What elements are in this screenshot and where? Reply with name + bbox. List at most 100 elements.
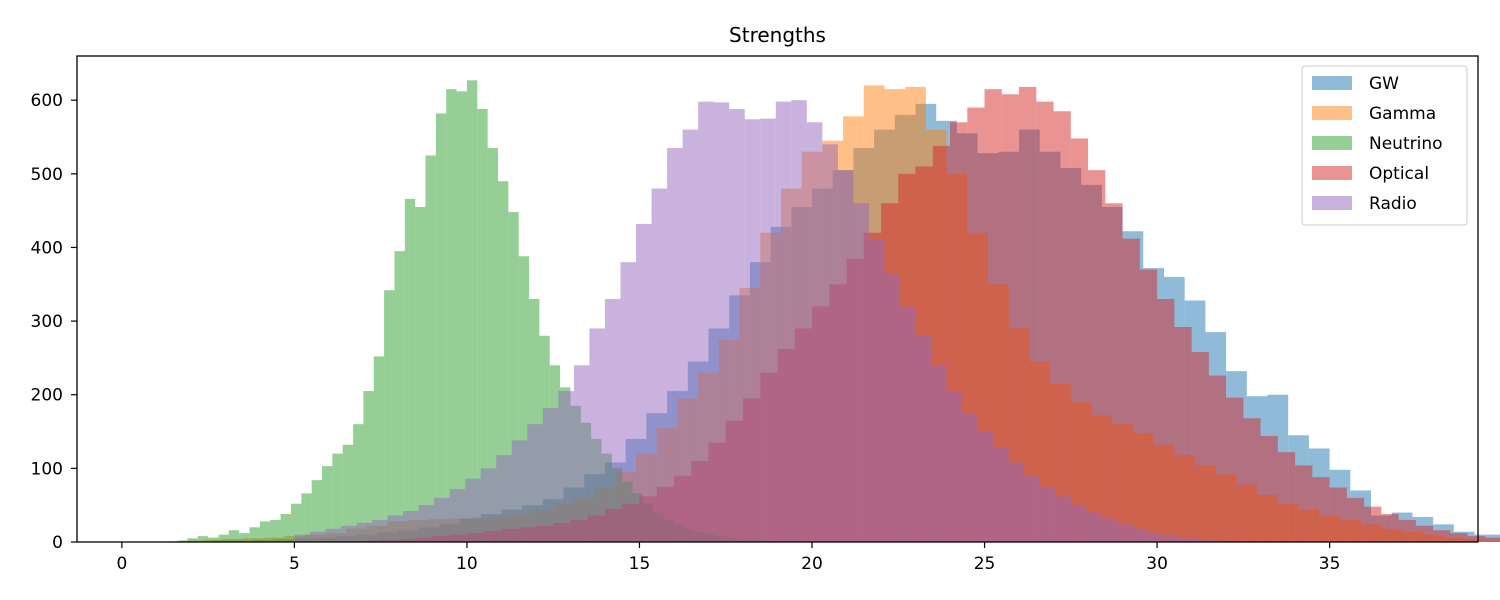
histogram-bar — [573, 365, 590, 542]
histogram-bar — [480, 468, 497, 542]
histogram-bar — [456, 91, 467, 542]
histogram-bar — [1260, 435, 1278, 542]
histogram-bar — [372, 519, 388, 542]
histogram-bar — [837, 170, 854, 542]
histogram-bar — [1179, 538, 1196, 542]
histogram-bar — [775, 101, 792, 543]
histogram-bar — [558, 391, 574, 542]
histogram-bar — [356, 522, 373, 542]
histogram-bar — [1157, 299, 1175, 542]
histogram-bar — [434, 497, 450, 542]
histogram-bar — [1122, 238, 1140, 542]
ticks-layer: 0 5 10 15 20 25 30 35 0 100 200 300 400 500 600 — [31, 91, 1341, 574]
histogram-bar — [984, 89, 1002, 542]
histogram-bar — [435, 113, 447, 542]
histogram-bar — [1019, 86, 1037, 543]
y-tick-label: 0 — [52, 533, 63, 553]
histogram-bar — [931, 365, 947, 542]
x-tick-label: 30 — [1146, 554, 1168, 574]
histogram-bar — [698, 101, 714, 543]
histogram-bar — [1070, 505, 1087, 542]
histogram-bar — [915, 335, 932, 542]
histogram-bar — [1174, 326, 1192, 542]
x-tick-label: 10 — [456, 554, 478, 574]
legend-swatch-radio — [1312, 196, 1352, 210]
histogram-bar — [415, 206, 426, 542]
histogram-bar — [651, 188, 668, 543]
histogram-bar — [729, 109, 745, 543]
histogram-bar — [403, 511, 419, 542]
histogram-bar — [394, 251, 405, 542]
histogram-bar — [177, 540, 188, 542]
histogram-bar — [418, 505, 435, 542]
histogram-bar — [1053, 111, 1071, 542]
histogram-bar — [325, 528, 341, 542]
histogram-bar — [1163, 536, 1180, 542]
legend-swatch-gw — [1312, 76, 1352, 90]
histogram-bar — [340, 525, 357, 542]
histogram-bar — [1086, 512, 1102, 542]
histogram-bar — [187, 538, 198, 542]
histogram-bar — [744, 119, 761, 542]
histogram-bar — [1346, 497, 1365, 542]
x-tick-label: 25 — [974, 554, 996, 574]
histogram-bar — [466, 80, 478, 543]
histogram-bar — [294, 534, 310, 542]
histogram-bar — [1132, 528, 1149, 542]
histogram-bar — [218, 534, 229, 542]
histogram-bar — [477, 109, 488, 543]
histogram-bar — [527, 424, 543, 542]
histogram-bar — [604, 299, 621, 542]
histogram-bar — [1467, 536, 1485, 542]
y-tick-label: 400 — [31, 238, 63, 258]
histogram-bar — [290, 503, 302, 542]
histogram-bar — [384, 290, 395, 542]
histogram-bar — [280, 514, 291, 542]
x-tick-label: 20 — [801, 554, 823, 574]
histogram-bar — [404, 198, 416, 542]
histogram-bar — [1243, 418, 1261, 542]
y-tick-label: 500 — [31, 165, 63, 185]
histogram-bar — [1105, 203, 1123, 542]
histogram-bar — [497, 181, 509, 542]
histogram-bar — [511, 440, 528, 542]
histogram-bar — [884, 273, 900, 542]
histogram-bar — [962, 413, 978, 542]
histogram-bar — [1295, 465, 1313, 542]
histogram-bar — [311, 480, 322, 542]
series-radio — [294, 100, 1242, 543]
histogram-bar — [425, 155, 436, 542]
histogram-bar — [822, 144, 838, 543]
chart-title: Strengths — [729, 23, 826, 47]
legend: GW Gamma Neutrino Optical Radio — [1301, 65, 1468, 226]
y-tick-label: 600 — [31, 91, 63, 111]
histogram-bar — [529, 299, 540, 542]
histogram-bar — [1208, 375, 1227, 542]
histogram-bar — [1024, 475, 1040, 542]
histogram-bar — [353, 424, 364, 542]
x-tick-label: 5 — [289, 554, 300, 574]
histogram-bar — [342, 444, 354, 542]
legend-swatch-gamma — [1312, 106, 1352, 120]
histogram-bar — [682, 129, 699, 542]
histogram-bar — [868, 240, 885, 542]
histogram-bar — [1039, 486, 1056, 542]
legend-label-neutrino: Neutrino — [1369, 134, 1443, 154]
histogram-bar — [713, 102, 730, 542]
histogram-bar — [1101, 518, 1118, 542]
histogram-bar — [1191, 352, 1209, 542]
histogram-bar — [1484, 537, 1500, 542]
histogram-bar — [239, 533, 250, 542]
legend-swatch-neutrino — [1312, 136, 1352, 150]
histogram-bar — [228, 530, 240, 542]
histogram-bar — [977, 431, 994, 542]
histogram-bar — [1450, 533, 1468, 542]
y-tick-label: 300 — [31, 312, 63, 332]
legend-label-radio: Radio — [1369, 194, 1417, 214]
histogram-bar — [636, 223, 652, 542]
histogram-bar — [1329, 487, 1347, 542]
bars-layer — [166, 80, 1500, 543]
histogram-bar — [1139, 269, 1158, 542]
histogram-bar — [1088, 170, 1106, 542]
legend-label-gw: GW — [1369, 74, 1399, 94]
